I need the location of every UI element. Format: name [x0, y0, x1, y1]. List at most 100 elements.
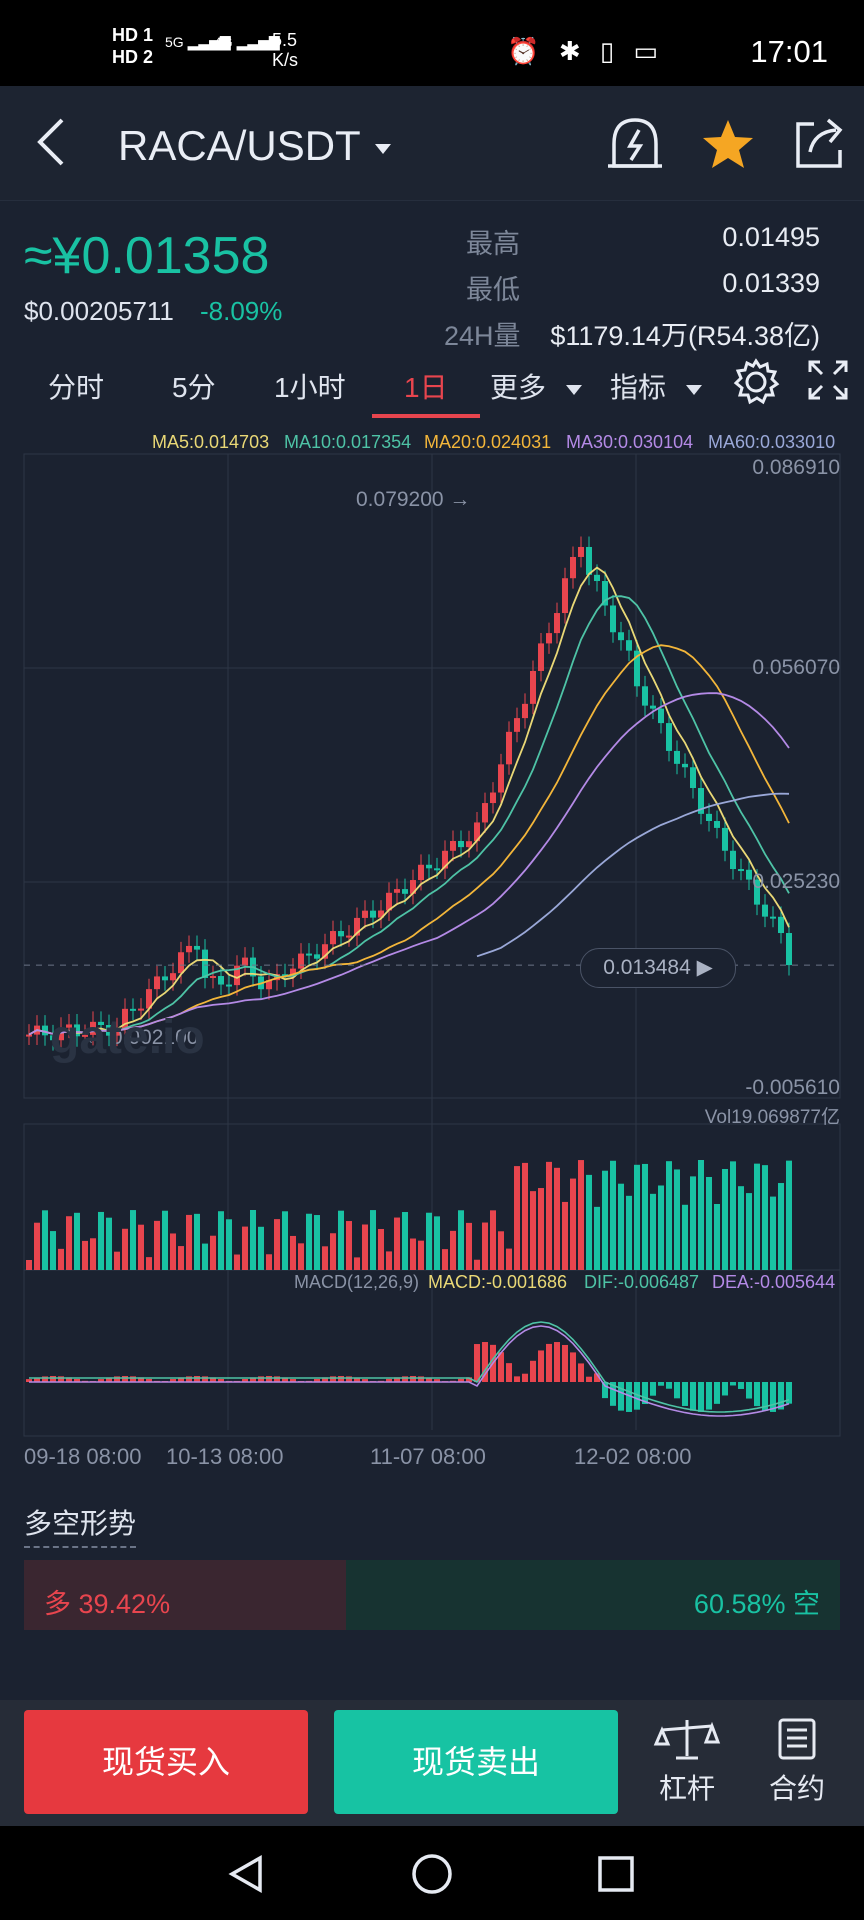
volume-bar	[530, 1191, 536, 1270]
volume-bar	[714, 1203, 720, 1270]
candle-body	[738, 869, 744, 872]
volume-bar	[786, 1160, 792, 1270]
macd-bar	[242, 1378, 248, 1382]
macd-value: MACD:-0.001686	[428, 1272, 568, 1292]
star-icon[interactable]	[700, 118, 756, 170]
short-ratio-bar	[346, 1560, 840, 1630]
candle-body	[706, 813, 712, 822]
dif-line	[29, 1321, 790, 1413]
volume-bar	[634, 1164, 640, 1270]
candle-body	[162, 976, 168, 981]
candle-body	[578, 546, 584, 557]
system-nav-bar	[0, 1826, 864, 1920]
volume-bar	[482, 1222, 488, 1270]
volume-bar	[314, 1215, 320, 1270]
document-icon	[778, 1718, 816, 1760]
sim-indicator: HD 1 HD 2	[112, 25, 154, 67]
volume-bar	[418, 1240, 424, 1270]
status-bar: HD 1 HD 2 5G ▂▃▅▇ 4G ▂▃▅▇ 5.5 K/s ⏰ ✱ ▯ ▭…	[0, 0, 864, 86]
volume-bar	[210, 1235, 216, 1270]
volume-bar	[426, 1212, 432, 1270]
tab-indicators[interactable]: 指标	[610, 366, 703, 406]
net-speed: 5.5 K/s	[272, 30, 299, 70]
leverage-button[interactable]: 杠杆	[650, 1716, 724, 1808]
back-triangle-icon[interactable]	[226, 1854, 266, 1894]
macd-bar	[554, 1342, 560, 1382]
candle-body	[674, 750, 680, 764]
volume-bar	[650, 1193, 656, 1270]
price-alert-icon[interactable]	[606, 114, 664, 172]
pair-selector[interactable]: RACA/USDT	[118, 122, 391, 170]
macd-bar	[346, 1376, 352, 1382]
macd-bar	[522, 1373, 528, 1382]
volume-bar	[354, 1257, 360, 1270]
recents-square-icon[interactable]	[596, 1854, 636, 1894]
candle-body	[618, 632, 624, 641]
candle-body	[346, 935, 352, 938]
macd-bar	[146, 1378, 152, 1382]
macd-bar	[482, 1342, 488, 1382]
macd-bar	[98, 1379, 104, 1382]
clock: 17:01	[750, 34, 828, 69]
macd-bar	[258, 1376, 264, 1382]
volume-bar	[234, 1254, 240, 1270]
candle-body	[138, 1008, 144, 1011]
macd-bar	[642, 1382, 648, 1405]
candle-body	[170, 973, 176, 981]
candle-body	[538, 643, 544, 671]
settings-gear-icon[interactable]	[732, 358, 780, 406]
tab-5min[interactable]: 5分	[172, 372, 216, 403]
macd-bar	[74, 1378, 80, 1382]
x-tick-label: 11-07 08:00	[370, 1444, 486, 1469]
volume-bar	[618, 1183, 624, 1270]
volume-bar	[138, 1224, 144, 1270]
candle-body	[146, 989, 152, 1009]
macd-bar	[770, 1382, 776, 1412]
candle-body	[554, 613, 560, 634]
candle-body	[74, 1024, 80, 1037]
volume-bar	[562, 1201, 568, 1270]
macd-bar	[594, 1373, 600, 1382]
tab-more[interactable]: 更多	[490, 366, 583, 406]
back-arrow-icon[interactable]	[34, 116, 70, 168]
volume-bar	[258, 1226, 264, 1270]
home-circle-icon[interactable]	[410, 1852, 454, 1896]
tab-1day[interactable]: 1日	[404, 372, 448, 403]
candle-body	[466, 841, 472, 848]
active-tab-indicator	[372, 414, 480, 418]
spot-buy-button[interactable]: 现货买入	[24, 1710, 308, 1814]
volume-bar	[26, 1260, 32, 1270]
spot-sell-button[interactable]: 现货卖出	[334, 1710, 618, 1814]
contract-label: 合约	[768, 1773, 825, 1804]
volume-bar	[378, 1228, 384, 1270]
moving-average-line	[28, 692, 790, 1036]
volume-bar	[498, 1231, 504, 1270]
signal-4g: 4G ▂▃▅▇	[214, 34, 280, 50]
current-price-tag[interactable]: 0.013484 ▶	[580, 948, 736, 988]
candle-body	[562, 578, 568, 614]
volume-bar	[82, 1240, 88, 1270]
macd-bar	[250, 1377, 256, 1382]
volume-bar	[490, 1210, 496, 1270]
scale-icon	[653, 1720, 721, 1760]
macd-bar	[26, 1379, 32, 1382]
low-value: 0.01339	[722, 268, 820, 298]
candle-body	[50, 1035, 56, 1041]
share-icon[interactable]	[792, 116, 848, 170]
candle-body	[338, 931, 344, 937]
candle-body	[226, 984, 232, 987]
volume-bar	[58, 1248, 64, 1270]
macd-bar	[578, 1363, 584, 1382]
candle-body	[650, 705, 656, 709]
fullscreen-icon[interactable]	[808, 360, 848, 400]
last-price: ≈¥0.01358	[24, 227, 270, 285]
tab-1hour[interactable]: 1小时	[274, 372, 346, 403]
tab-timeshare[interactable]: 分时	[48, 372, 105, 403]
macd-bar	[66, 1377, 72, 1382]
contract-button[interactable]: 合约	[760, 1716, 834, 1808]
dea-line	[29, 1325, 790, 1417]
volume-bar	[722, 1168, 728, 1270]
volume-bar	[594, 1206, 600, 1270]
kline-chart[interactable]	[0, 450, 864, 1450]
volume-bar	[42, 1210, 48, 1270]
